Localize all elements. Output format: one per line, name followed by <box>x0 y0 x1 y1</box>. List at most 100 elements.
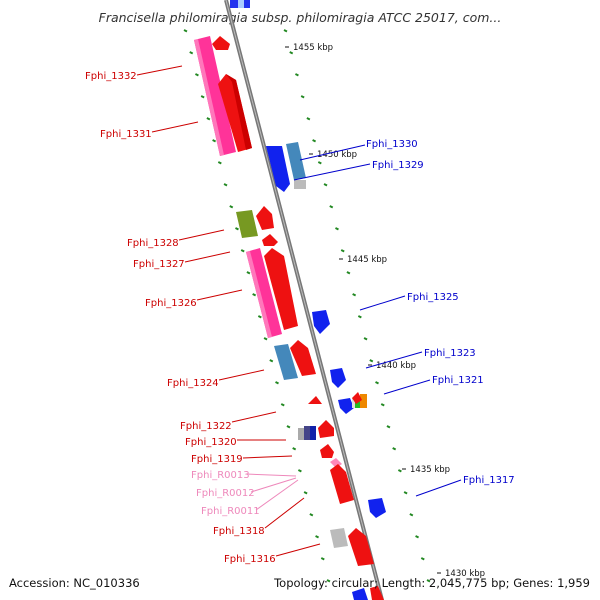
gene-fphi-1323[interactable] <box>330 368 346 388</box>
left-gene-labels: Fphi_1332 Fphi_1331 Fphi_1328 Fphi_1327 Fphi… <box>85 65 321 565</box>
map-title: Francisella philomiragia subsp. philomir… <box>98 10 502 25</box>
ruler-dash <box>229 205 234 209</box>
gene-label[interactable]: Fphi_1323 <box>424 348 476 359</box>
gene-label[interactable]: Fphi_1328 <box>127 238 179 249</box>
gene-label[interactable]: Fphi_1325 <box>407 292 459 303</box>
gene-label[interactable]: Fphi_R0011 <box>201 506 260 517</box>
ruler-dash <box>317 161 322 165</box>
ruler-dash <box>369 359 374 363</box>
gene-label[interactable]: Fphi_R0012 <box>196 488 255 499</box>
gene-label[interactable]: Fphi_1329 <box>372 160 424 171</box>
gene-partial-top[interactable] <box>230 0 250 8</box>
ruler-dash <box>283 29 288 33</box>
ruler-dash <box>289 51 294 55</box>
ruler-dash <box>292 447 297 451</box>
leader-line <box>245 473 297 477</box>
leader-line <box>293 163 371 181</box>
ruler-dash <box>194 73 199 77</box>
gene-label[interactable]: Fphi_1324 <box>167 378 219 389</box>
gene-fphi-1321[interactable] <box>338 394 367 414</box>
ruler-dash <box>375 381 379 385</box>
gene-label[interactable]: Fphi_1326 <box>145 298 197 309</box>
gene-label[interactable]: Fphi_R0013 <box>191 470 250 481</box>
ruler-dash <box>297 469 302 473</box>
gene-label[interactable]: Fphi_1327 <box>133 259 185 270</box>
ruler-dash <box>309 513 314 517</box>
gene-fphi-1326-red[interactable] <box>264 248 298 330</box>
leader-line <box>264 497 305 529</box>
genome-backbone-highlight <box>225 0 383 600</box>
gene-label[interactable]: Fphi_1319 <box>191 454 243 465</box>
topology-text: Topology: circular; Length: 2,045,775 bp… <box>274 576 590 590</box>
gene-fphi-1316[interactable] <box>330 528 374 566</box>
leader-line <box>231 411 277 423</box>
gene-fphi-1325[interactable] <box>312 310 330 334</box>
gene-fphi-1330[interactable] <box>266 146 290 192</box>
ruler-dash <box>329 205 334 209</box>
gene-fphi-1324-red[interactable] <box>290 340 316 376</box>
ruler-dash <box>357 315 362 319</box>
gene-fphi-1318[interactable] <box>330 464 354 504</box>
ruler-dash <box>240 249 245 253</box>
gene-label[interactable]: Fphi_1322 <box>180 421 232 432</box>
ruler-dash <box>246 271 251 275</box>
leader-line <box>365 351 423 369</box>
gene-fphi-1319[interactable] <box>318 420 334 458</box>
ruler-dash <box>335 227 339 231</box>
ruler-dash <box>212 139 217 143</box>
ruler-dash <box>320 557 325 561</box>
gene-fphi-1317[interactable] <box>368 498 386 518</box>
ruler-dash <box>340 249 345 253</box>
leader-line <box>299 144 366 161</box>
right-gene-labels: Fphi_1330 Fphi_1329 Fphi_1325 Fphi_1323 Fphi… <box>293 139 515 497</box>
scale-labels: 1455 kbp 1450 kbp 1445 kbp 1440 kbp 1435 kbp… <box>285 43 485 579</box>
leader-line <box>151 121 199 133</box>
gene-fphi-1328[interactable] <box>236 210 258 238</box>
ruler-dash <box>426 579 431 583</box>
gene-label[interactable]: Fphi_1316 <box>224 554 276 565</box>
gene-fphi-1320[interactable] <box>298 426 316 440</box>
ruler-dash <box>312 139 317 143</box>
ruler-dash <box>280 403 285 407</box>
gene-fphi-1332-red[interactable] <box>212 36 230 50</box>
gene-label[interactable]: Fphi_1330 <box>366 139 418 150</box>
leader-line <box>275 543 321 557</box>
gene-label[interactable]: Fphi_1331 <box>100 129 152 140</box>
gene-red-mini[interactable] <box>352 392 362 404</box>
accession-text: Accession: NC_010336 <box>9 576 140 590</box>
gene-fphi-1327[interactable] <box>256 206 278 246</box>
gene-fphi-1322[interactable] <box>308 396 322 404</box>
ruler-dash <box>306 117 311 121</box>
gene-label[interactable]: Fphi_1321 <box>432 375 484 386</box>
leader-line <box>383 379 431 395</box>
scale-label: 1430 kbp <box>445 569 485 579</box>
ruler-dash <box>346 271 351 275</box>
gene-label[interactable]: Fphi_1317 <box>463 475 515 486</box>
gene-fphi-1324[interactable] <box>274 344 298 380</box>
gene-label[interactable]: Fphi_1318 <box>213 526 265 537</box>
ruler-dash <box>303 491 308 495</box>
leader-line <box>178 229 225 241</box>
gene-fphi-1332[interactable] <box>194 36 236 156</box>
ruler-dash <box>294 73 299 77</box>
leader-line <box>250 477 297 493</box>
ruler-dash <box>206 117 211 121</box>
ruler-dash <box>363 337 368 341</box>
gene-fphi-1331[interactable] <box>218 74 252 152</box>
gene-label[interactable]: Fphi_1320 <box>185 437 237 448</box>
ruler-dash <box>403 491 408 495</box>
gene-fphi-1329[interactable] <box>286 142 306 189</box>
leader-line <box>136 65 183 76</box>
gene-label[interactable]: Fphi_1332 <box>85 71 137 82</box>
ruler-dash <box>386 425 391 429</box>
scale-label: 1450 kbp <box>317 150 357 160</box>
ruler-dash <box>409 513 414 517</box>
ruler-dash <box>392 447 397 451</box>
leader-line <box>415 479 462 497</box>
ruler-dash <box>252 293 257 297</box>
scale-label: 1445 kbp <box>347 255 387 265</box>
gene-fphi-1326[interactable] <box>246 248 282 338</box>
gene-partial-bottom[interactable] <box>352 586 384 600</box>
leader-line <box>255 479 299 511</box>
ruler-dash <box>315 535 320 539</box>
